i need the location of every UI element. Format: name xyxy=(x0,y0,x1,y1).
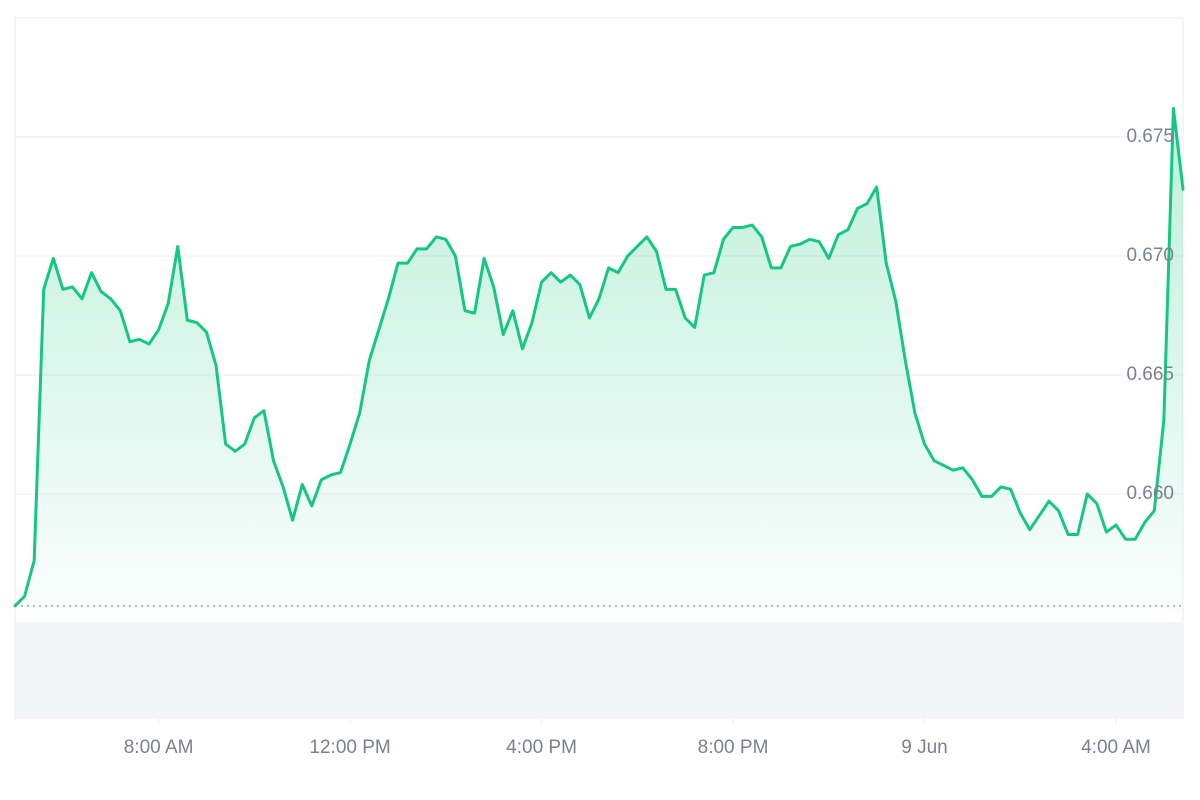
x-tick-label: 4:00 AM xyxy=(1081,737,1151,758)
x-tick-label: 4:00 PM xyxy=(506,737,577,758)
labels: 0.660 0.665 0.670 0.675 8:00 AM 12:00 PM 4:00 … xyxy=(124,126,1174,758)
y-tick-label: 0.660 xyxy=(1126,483,1174,504)
price-area xyxy=(15,108,1183,613)
price-line xyxy=(13,106,1185,608)
y-tick-label: 0.665 xyxy=(1126,364,1174,385)
x-tick-label: 9 Jun xyxy=(901,737,947,758)
x-tick-label: 12:00 PM xyxy=(309,737,390,758)
y-tick-label: 0.670 xyxy=(1126,245,1174,266)
plot xyxy=(13,106,1185,613)
y-tick-label: 0.675 xyxy=(1126,126,1174,147)
x-tick-label: 8:00 PM xyxy=(698,737,769,758)
x-tick-label: 8:00 AM xyxy=(124,737,194,758)
volume-panel xyxy=(16,622,1182,717)
